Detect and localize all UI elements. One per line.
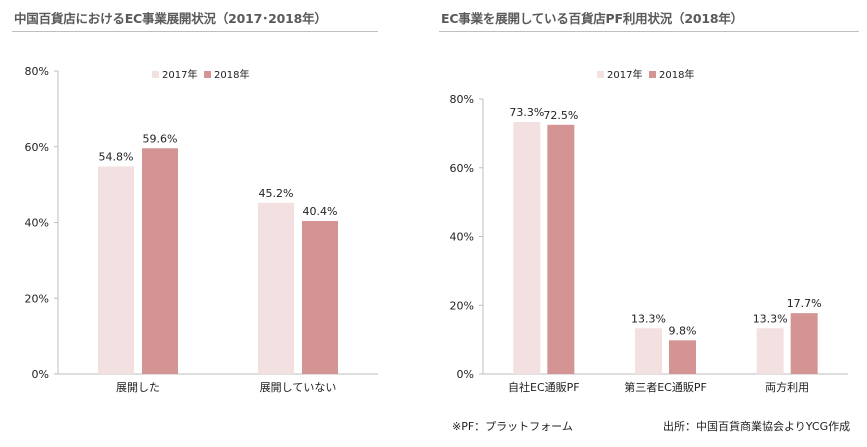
left-y-tick-label: 60%: [25, 141, 49, 154]
left-chart-title: 中国百貨店におけるEC事業展開状況（2017･2018年）: [14, 11, 327, 26]
left-bar: [98, 166, 134, 374]
source-footnote: 出所：中国百貨商業協会よりYCG作成: [663, 420, 851, 433]
left-bar: [258, 202, 294, 374]
right-x-category-label: 第三者EC通販PF: [624, 380, 707, 394]
right-bar: [635, 328, 662, 374]
right-x-category-label: 両方利用: [765, 380, 809, 394]
right-bar: [756, 328, 784, 374]
right-data-label: 9.8%: [669, 324, 697, 337]
right-y-tick-label: 60%: [450, 162, 474, 175]
right-legend-label: 2017年: [607, 68, 642, 81]
right-bar: [513, 122, 541, 374]
right-data-label: 73.3%: [509, 106, 544, 119]
left-legend-label: 2017年: [162, 68, 197, 81]
left-y-tick-label: 0%: [32, 368, 49, 381]
left-y-tick-label: 20%: [25, 292, 49, 305]
left-x-category-label: 展開した: [116, 381, 160, 394]
right-data-label: 17.7%: [787, 297, 822, 310]
left-y-tick-label: 40%: [25, 217, 49, 230]
right-y-tick-label: 80%: [450, 93, 474, 106]
right-data-label: 13.3%: [753, 312, 788, 325]
left-x-category-label: 展開していない: [260, 381, 337, 394]
right-data-label: 13.3%: [631, 312, 666, 325]
left-data-label: 45.2%: [259, 187, 294, 200]
right-bar: [669, 340, 696, 374]
left-title-rule: [12, 31, 378, 32]
right-legend-swatch: [597, 71, 604, 78]
left-data-label: 54.8%: [99, 150, 134, 163]
left-legend-label: 2018年: [214, 68, 249, 81]
pf-footnote: ※PF：プラットフォーム: [452, 420, 573, 433]
right-y-tick-label: 20%: [450, 299, 474, 312]
right-title-rule: [439, 31, 859, 32]
right-chart-title: EC事業を展開している百貨店PF利用状況（2018年）: [441, 11, 743, 26]
left-legend-swatch: [204, 71, 211, 78]
right-bar: [790, 313, 818, 374]
left-y-tick-label: 80%: [25, 65, 49, 78]
right-data-label: 72.5%: [543, 109, 578, 122]
right-legend-label: 2018年: [659, 68, 694, 81]
right-bar: [547, 124, 575, 374]
right-x-category-label: 自社EC通販PF: [508, 380, 580, 394]
left-data-label: 59.6%: [143, 132, 178, 145]
left-legend-swatch: [152, 71, 159, 78]
right-legend-swatch: [649, 71, 656, 78]
right-y-tick-label: 0%: [457, 368, 474, 381]
left-bar: [302, 220, 338, 374]
right-y-tick-label: 40%: [450, 231, 474, 244]
left-data-label: 40.4%: [303, 205, 338, 218]
left-bar: [142, 148, 178, 374]
